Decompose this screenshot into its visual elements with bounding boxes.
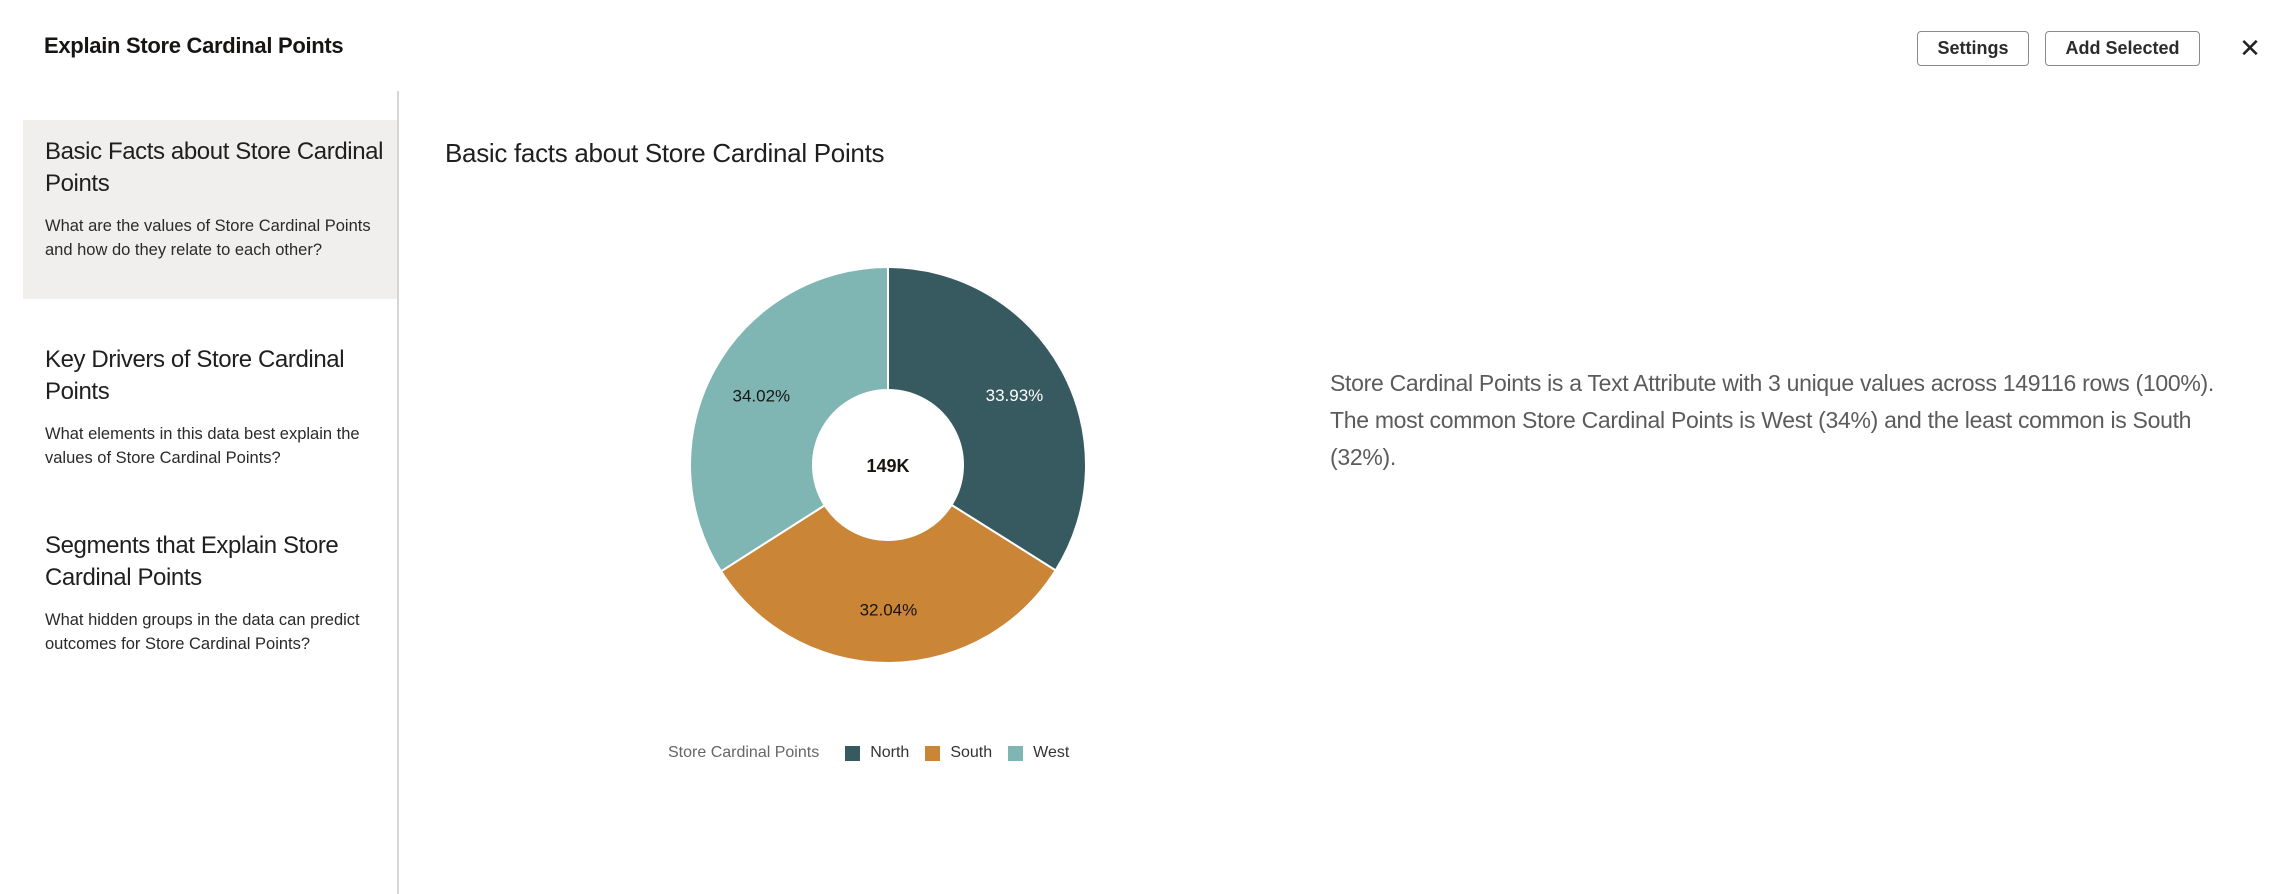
donut-center-label: 149K xyxy=(866,456,909,476)
section-title: Basic facts about Store Cardinal Points xyxy=(445,138,885,168)
legend-swatch-south xyxy=(925,745,941,761)
donut-data-label-west: 34.02% xyxy=(732,386,790,405)
sidebar-divider xyxy=(397,91,399,894)
sidebar-item-description: What hidden groups in the data can predi… xyxy=(45,611,360,653)
legend-swatch-north xyxy=(845,745,861,761)
donut-slice-west[interactable] xyxy=(689,265,889,573)
sidebar-item-description: What are the values of Store Cardinal Po… xyxy=(45,217,371,259)
donut-data-label-south: 32.04% xyxy=(860,600,918,619)
sidebar-item-segments[interactable]: Segments that Explain Store Cardinal Poi… xyxy=(23,514,397,670)
add-selected-button[interactable]: Add Selected xyxy=(2045,31,2200,66)
dialog-title: Explain Store Cardinal Points xyxy=(44,33,344,58)
legend-label-south[interactable]: South xyxy=(950,744,993,761)
sidebar-item-description: What elements in this data best explain … xyxy=(45,425,360,467)
settings-button[interactable]: Settings xyxy=(1917,31,2029,66)
sidebar-item-key-drivers[interactable]: Key Drivers of Store Cardinal Points Wha… xyxy=(23,328,397,484)
donut-slice-south[interactable] xyxy=(719,503,1057,664)
sidebar-item-title: Basic Facts about Store Cardinal Points xyxy=(45,138,384,197)
legend-label-north[interactable]: North xyxy=(870,744,910,761)
legend-swatch-west xyxy=(1008,745,1024,761)
legend-label-west[interactable]: West xyxy=(1033,744,1070,761)
donut-slice-north[interactable] xyxy=(887,265,1087,572)
sidebar-item-basic-facts[interactable]: Basic Facts about Store Cardinal Points … xyxy=(23,120,397,299)
legend-title: Store Cardinal Points xyxy=(668,744,820,761)
close-icon[interactable]: ✕ xyxy=(2239,33,2261,63)
chart-legend: Store Cardinal Points North South West xyxy=(668,744,1085,762)
summary-text: Store Cardinal Points is a Text Attribut… xyxy=(1330,370,2214,470)
donut-data-label-north: 33.93% xyxy=(986,386,1044,405)
sidebar-item-title: Key Drivers of Store Cardinal Points xyxy=(45,346,345,405)
sidebar-item-title: Segments that Explain Store Cardinal Poi… xyxy=(45,532,339,591)
